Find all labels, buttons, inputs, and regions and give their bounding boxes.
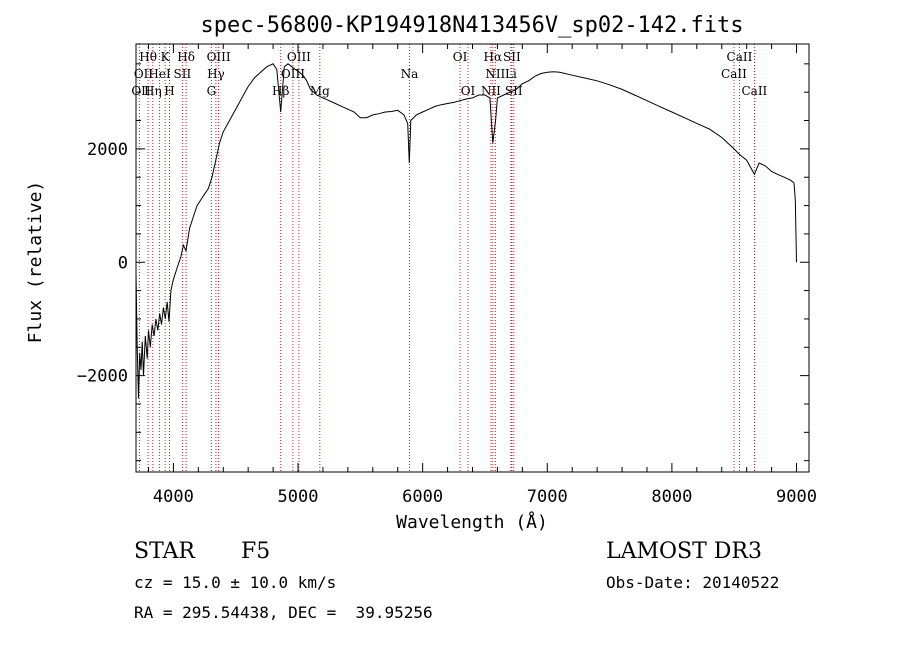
line-label: K bbox=[161, 50, 171, 64]
chart-title: spec-56800-KP194918N413456V_sp02-142.fit… bbox=[200, 13, 743, 38]
y-tick-label: 2000 bbox=[87, 140, 128, 160]
y-tick-label: 0 bbox=[118, 253, 128, 273]
x-tick-label: 8000 bbox=[651, 487, 692, 507]
line-label: CaII bbox=[721, 67, 747, 81]
x-axis-ticks: 4000 5000 6000 7000 8000 9000 bbox=[147, 44, 817, 507]
spectral-line-markers bbox=[138, 44, 755, 472]
line-label: Li bbox=[505, 67, 517, 81]
line-label: OII bbox=[134, 67, 154, 81]
observation-date: Obs-Date: 20140522 bbox=[606, 573, 780, 592]
line-label: OI bbox=[453, 50, 468, 64]
object-class: STAR bbox=[134, 539, 195, 564]
line-label: NII bbox=[481, 84, 501, 98]
x-tick-label: 9000 bbox=[776, 487, 817, 507]
line-label: Na bbox=[401, 67, 419, 81]
line-label: HeI bbox=[148, 67, 171, 81]
line-label: Hα bbox=[484, 50, 503, 64]
x-tick-label: 4000 bbox=[153, 487, 194, 507]
line-label: G bbox=[207, 84, 217, 98]
redshift-velocity: cz = 15.0 ± 10.0 km/s bbox=[134, 573, 337, 592]
x-tick-label: 6000 bbox=[402, 487, 443, 507]
x-axis-label: Wavelength (Å) bbox=[396, 511, 548, 533]
line-label: H bbox=[164, 84, 174, 98]
line-label: OIII bbox=[207, 50, 231, 64]
line-label: SII bbox=[174, 67, 192, 81]
line-label: Mg bbox=[310, 84, 330, 98]
line-label: CaII bbox=[741, 84, 767, 98]
line-label: SII bbox=[503, 50, 521, 64]
y-axis-ticks: −2000 0 2000 bbox=[77, 63, 809, 462]
line-label: CaII bbox=[727, 50, 753, 64]
line-label: Hδ bbox=[177, 50, 195, 64]
plot-frame bbox=[135, 43, 810, 473]
line-label: Hγ bbox=[207, 67, 225, 81]
line-label: OIII bbox=[281, 67, 305, 81]
x-tick-label: 7000 bbox=[527, 487, 568, 507]
line-label: Hθ bbox=[139, 50, 157, 64]
line-label: NII bbox=[485, 67, 505, 81]
coordinates: RA = 295.54438, DEC = 39.95256 bbox=[134, 603, 433, 622]
line-label: OI bbox=[461, 84, 476, 98]
line-label: Hβ bbox=[272, 84, 289, 98]
survey-name: LAMOST DR3 bbox=[606, 539, 762, 564]
x-tick-label: 5000 bbox=[278, 487, 319, 507]
line-label: OIII bbox=[287, 50, 311, 64]
line-label: Hη bbox=[144, 84, 162, 98]
y-axis-label: Flux (relative) bbox=[25, 181, 46, 344]
spectrum-line bbox=[135, 63, 797, 399]
object-subclass: F5 bbox=[241, 539, 271, 564]
y-tick-label: −2000 bbox=[77, 367, 128, 387]
